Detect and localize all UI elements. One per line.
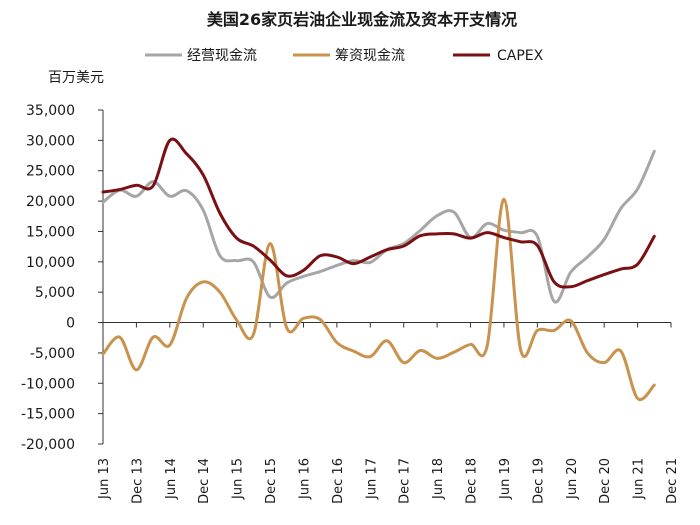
x-tick-label-jun-16: Jun 16 xyxy=(297,458,312,500)
x-tick-label-jun-14: Jun 14 xyxy=(164,458,179,500)
y-tick-label: 35,000 xyxy=(26,103,75,119)
x-tick-label-dec-16: Dec 16 xyxy=(331,458,346,504)
x-tick-label-jun-17: Jun 17 xyxy=(364,458,379,500)
legend-label-capex: CAPEX xyxy=(497,48,544,64)
x-tick-label-jun-15: Jun 15 xyxy=(231,458,246,500)
x-tick-label-jun-18: Jun 18 xyxy=(431,458,446,500)
x-tick-label-dec-18: Dec 18 xyxy=(465,458,480,504)
x-tick-label-dec-21: Dec 21 xyxy=(665,458,680,504)
y-tick-label: -10,000 xyxy=(21,376,75,392)
y-tick-label: 20,000 xyxy=(26,194,75,210)
x-tick-label-dec-14: Dec 14 xyxy=(197,458,212,504)
y-axis: 35,000 30,000 25,000 20,000 15,000 10,000 5,00… xyxy=(21,103,104,453)
x-tick-label-dec-13: Dec 13 xyxy=(130,458,145,504)
series-line-financing-cf xyxy=(101,197,656,402)
y-tick-label: 0 xyxy=(66,316,75,332)
x-tick-label-jun-19: Jun 19 xyxy=(498,458,513,500)
x-tick-label-jun-20: Jun 20 xyxy=(565,458,580,500)
legend: 经营现金流 筹资现金流 CAPEX xyxy=(145,47,544,64)
x-axis: Jun 13 Dec 13 Jun 14 Dec 14 Jun 15 Dec 15 Jun … xyxy=(97,322,680,504)
y-tick-label: -15,000 xyxy=(21,407,75,423)
legend-label-financing-cf: 筹资现金流 xyxy=(335,47,405,64)
y-tick-label: -20,000 xyxy=(21,437,75,453)
x-tick-label-dec-15: Dec 15 xyxy=(264,458,279,504)
y-axis-unit-label: 百万美元 xyxy=(48,70,104,86)
series-line-capex xyxy=(101,137,656,289)
x-tick-label-dec-17: Dec 17 xyxy=(398,458,413,504)
y-tick-label: 25,000 xyxy=(26,164,75,180)
y-tick-label: 30,000 xyxy=(26,133,75,149)
x-tick-label-dec-19: Dec 19 xyxy=(531,458,546,504)
series-layer xyxy=(101,137,656,402)
y-tick-label: 10,000 xyxy=(26,255,75,271)
legend-label-operating-cf: 经营现金流 xyxy=(187,48,257,64)
y-tick-label: 15,000 xyxy=(26,224,75,240)
chart-title: 美国26家页岩油企业现金流及资本开支情况 xyxy=(207,10,517,29)
series-line-operating-cf xyxy=(101,149,656,304)
x-tick-label-jun-21: Jun 21 xyxy=(632,458,647,500)
y-tick-label: -5,000 xyxy=(30,346,75,362)
x-tick-label-dec-20: Dec 20 xyxy=(598,458,613,504)
y-tick-label: 5,000 xyxy=(35,285,75,301)
x-tick-label-jun-13: Jun 13 xyxy=(97,458,112,500)
